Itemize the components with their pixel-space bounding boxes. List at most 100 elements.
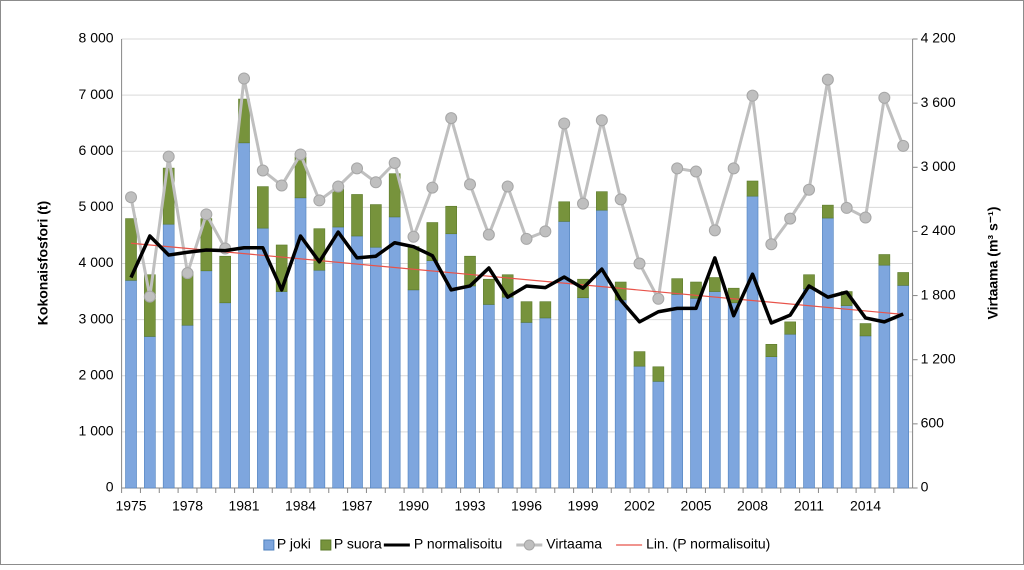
y2-tick-label: 4 200: [921, 30, 956, 46]
bar: [388, 216, 401, 489]
y-tick-label: 8 000: [79, 30, 114, 46]
marker: [652, 292, 665, 305]
marker: [520, 232, 533, 245]
x-tick-label: 2008: [737, 498, 768, 514]
marker: [238, 72, 251, 85]
x-tick-label: 1990: [398, 498, 429, 514]
bar: [351, 235, 363, 489]
legend-item: P joki: [263, 536, 311, 552]
x-tick-label: 1996: [511, 498, 542, 514]
marker: [558, 117, 571, 130]
x-tick-label: 2002: [624, 498, 655, 514]
bar: [746, 180, 759, 197]
bar: [784, 321, 796, 335]
marker: [897, 139, 910, 152]
marker: [614, 193, 627, 206]
marker: [351, 162, 364, 175]
marker: [859, 211, 872, 224]
bar: [501, 296, 514, 489]
marker: [784, 212, 797, 225]
bar: [219, 302, 231, 489]
bar: [690, 297, 702, 489]
bar: [633, 351, 646, 367]
legend: P joki P suora P normalisoitu Virtaama Lin. …: [263, 536, 770, 552]
marker: [143, 290, 156, 303]
bar: [483, 278, 495, 305]
bar: [671, 294, 683, 489]
y-tick-label: 3 000: [79, 310, 114, 326]
bar: [181, 271, 194, 326]
marker: [256, 164, 269, 177]
marker: [426, 181, 439, 194]
x-tick-label: 2005: [680, 498, 711, 514]
legend-item: Lin. (P normalisoitu): [616, 536, 770, 552]
legend-item: P normalisoitu: [383, 536, 502, 552]
marker: [501, 180, 514, 193]
bar: [426, 222, 439, 261]
y2-tick-label: 3 600: [921, 94, 956, 110]
bar: [859, 323, 872, 337]
legend-label: P joki: [277, 536, 311, 552]
bar: [464, 285, 476, 489]
marker: [577, 197, 590, 210]
marker: [369, 176, 382, 189]
line: [129, 230, 904, 325]
marker: [840, 201, 853, 214]
bar: [275, 291, 288, 489]
legend-swatch: [320, 539, 332, 551]
bar: [407, 289, 420, 489]
x-tick-label: 1993: [454, 498, 485, 514]
bar: [313, 269, 326, 489]
y-tick-label: 7 000: [79, 86, 114, 102]
marker: [275, 179, 288, 192]
marker: [181, 267, 194, 280]
legend-label: P normalisoitu: [414, 536, 502, 552]
marker: [200, 208, 213, 221]
bar: [520, 301, 533, 323]
marker: [708, 224, 721, 237]
marker: [464, 178, 477, 191]
marker: [388, 157, 401, 170]
bar: [709, 291, 721, 489]
y-tick-label: 6 000: [79, 142, 114, 158]
trend-line: [130, 242, 904, 316]
bar: [652, 381, 665, 489]
marker: [294, 148, 307, 161]
marker: [313, 194, 326, 207]
y2-tick-label: 3 000: [921, 158, 956, 174]
marker: [595, 114, 608, 127]
marker: [803, 183, 816, 196]
x-tick-label: 1984: [285, 498, 316, 514]
bar: [332, 226, 344, 489]
x-tick-label: 2011: [794, 498, 824, 514]
marker: [162, 150, 175, 163]
legend-item: P suora: [320, 536, 382, 552]
bar: [351, 194, 363, 237]
bar: [520, 322, 533, 489]
legend-label: Lin. (P normalisoitu): [646, 536, 770, 552]
bar: [878, 254, 891, 266]
marker: [539, 225, 552, 238]
legend-swatch: [263, 539, 275, 551]
bar: [125, 218, 137, 281]
marker: [727, 162, 740, 175]
marker: [482, 228, 495, 241]
bar: [483, 304, 495, 489]
x-tick-label: 1981: [228, 498, 259, 514]
bar: [596, 209, 608, 489]
y2-tick-label: 1 800: [921, 286, 956, 302]
y-tick-label: 5 000: [79, 198, 114, 214]
bar: [332, 188, 344, 228]
legend-label: Virtaama: [546, 536, 602, 552]
marker: [332, 180, 345, 193]
bar: [859, 335, 872, 489]
legend-swatch: [523, 539, 535, 551]
bar: [257, 186, 269, 229]
bar: [370, 204, 382, 248]
legend-label: P suora: [334, 536, 382, 552]
marker: [878, 91, 891, 104]
marker: [633, 257, 646, 270]
x-tick-label: 1978: [172, 498, 203, 514]
y2-tick-label: 0: [921, 479, 929, 495]
bar: [784, 333, 796, 489]
